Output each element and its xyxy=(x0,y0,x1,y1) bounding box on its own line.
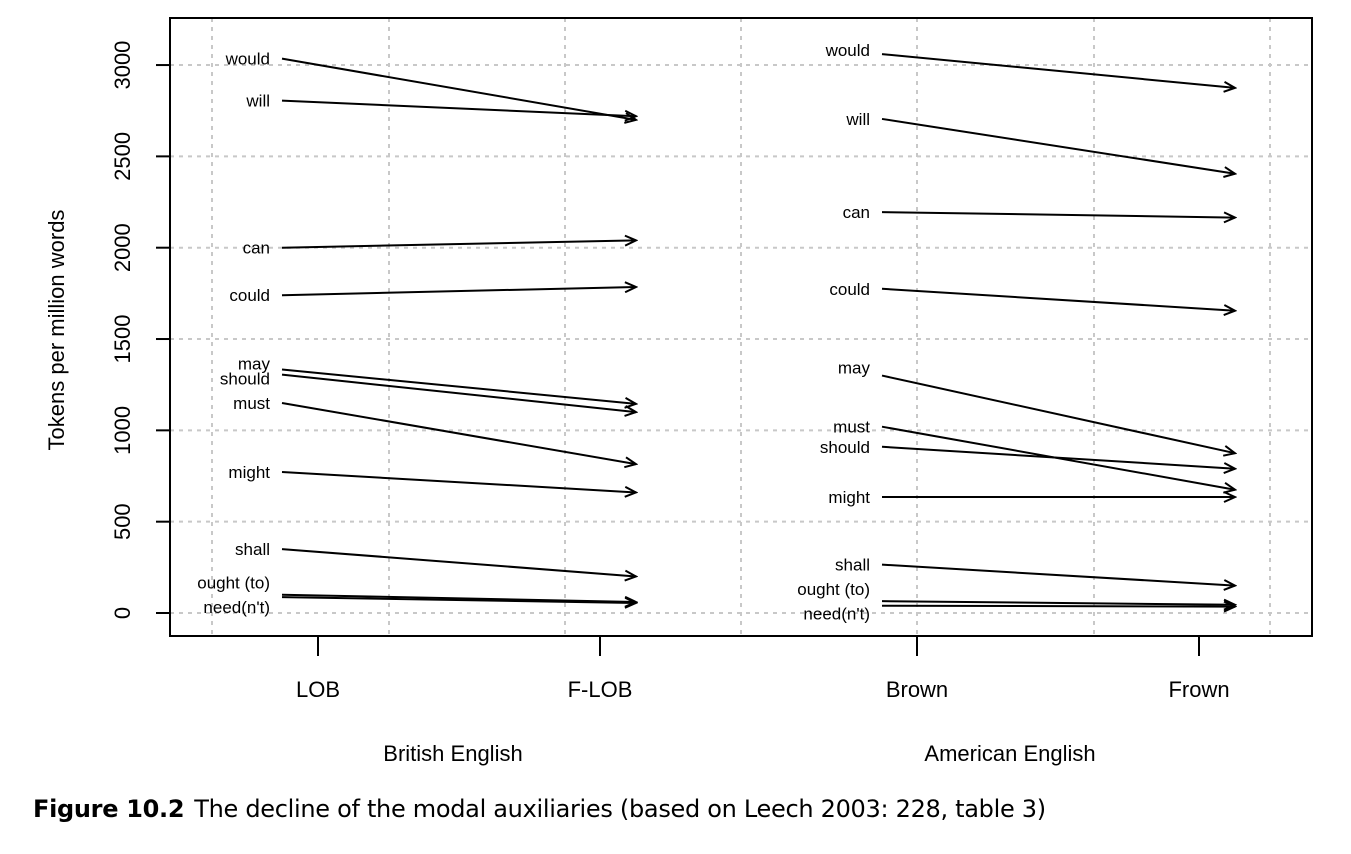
arrow-may xyxy=(281,368,636,404)
series-label: would xyxy=(225,50,270,69)
x-tick-label: LOB xyxy=(296,677,340,702)
arrow-shall xyxy=(881,563,1235,586)
figure-caption: Figure 10.2 The decline of the modal auxi… xyxy=(33,795,1046,823)
arrow-shall xyxy=(281,548,636,576)
series-label: might xyxy=(228,463,270,482)
arrow-could xyxy=(281,287,636,297)
arrow-can xyxy=(281,240,636,249)
figure-number: Figure 10.2 xyxy=(33,795,185,823)
x-tick-label: Frown xyxy=(1168,677,1229,702)
arrow-should xyxy=(281,373,636,412)
series-label: should xyxy=(220,370,270,389)
arrow-should xyxy=(881,445,1235,469)
arrow-can xyxy=(881,211,1235,217)
arrow-could xyxy=(881,287,1235,311)
x-axis: LOB F-LOB British English Brown Frown America… xyxy=(296,636,1230,766)
y-tick-label: 2000 xyxy=(110,223,135,272)
series-label: could xyxy=(829,280,870,299)
series-label: must xyxy=(833,418,870,437)
arrow-must xyxy=(281,401,636,464)
series-label: will xyxy=(245,92,270,111)
arrow-oughtto xyxy=(281,593,636,602)
y-tick-label: 1500 xyxy=(110,315,135,364)
series-label: can xyxy=(843,203,870,222)
series-label: may xyxy=(238,355,271,374)
series-label: need(n't) xyxy=(803,605,870,624)
series-label: will xyxy=(845,110,870,129)
arrow-might xyxy=(281,470,636,492)
series-label: need(n't) xyxy=(203,598,270,617)
y-axis-label: Tokens per million words xyxy=(44,210,69,451)
x-tick-label: Brown xyxy=(886,677,948,702)
group-label: British English xyxy=(383,741,522,766)
arrow-would xyxy=(281,57,636,120)
series-label: might xyxy=(828,488,870,507)
y-tick-label: 0 xyxy=(110,607,135,619)
arrow-oughtto xyxy=(881,601,1235,605)
chart: 0 500 1000 1500 2000 2500 3000 Tokens per mill… xyxy=(44,17,1313,766)
series-label: can xyxy=(243,239,270,258)
plot-frame xyxy=(169,17,1313,637)
group-label: American English xyxy=(924,741,1095,766)
arrow-may xyxy=(881,374,1235,454)
series-label: ought (to) xyxy=(797,580,870,599)
y-tick-label: 1000 xyxy=(110,406,135,455)
y-tick-label: 500 xyxy=(110,503,135,540)
x-tick-label: F-LOB xyxy=(568,677,633,702)
series-label: shall xyxy=(835,556,870,575)
arrow-will xyxy=(281,99,636,117)
arrow-neednt xyxy=(281,596,636,603)
series: wouldwillcancouldmayshouldmustmightshall… xyxy=(197,41,1235,624)
grid xyxy=(170,18,1312,636)
arrow-would xyxy=(881,53,1235,88)
series-label: could xyxy=(229,286,270,305)
y-tick-label: 2500 xyxy=(110,132,135,181)
series-label: should xyxy=(820,438,870,457)
series-label: must xyxy=(233,394,270,413)
figure-caption-text: The decline of the modal auxiliaries (ba… xyxy=(194,795,1046,823)
y-axis: 0 500 1000 1500 2000 2500 3000 xyxy=(110,41,170,619)
series-label: would xyxy=(825,41,870,60)
series-label: may xyxy=(838,359,871,378)
series-label: shall xyxy=(235,540,270,559)
arrow-neednt xyxy=(881,606,1235,607)
series-label: ought (to) xyxy=(197,574,270,593)
y-tick-label: 3000 xyxy=(110,41,135,90)
arrow-will xyxy=(881,117,1235,174)
